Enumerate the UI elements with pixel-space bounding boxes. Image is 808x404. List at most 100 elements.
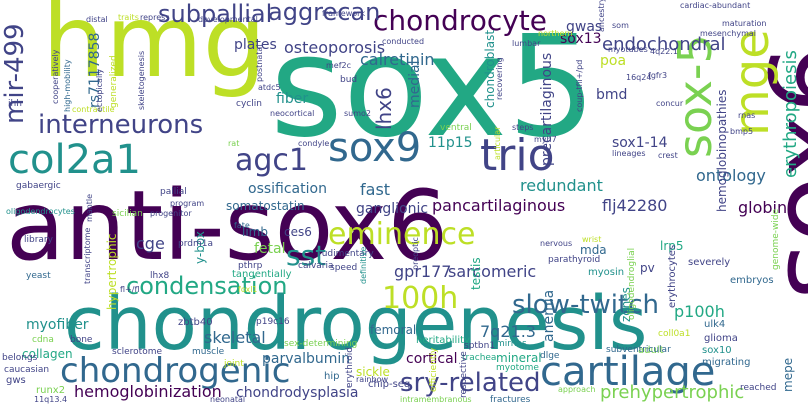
word-sumo2: sumo2 (344, 109, 372, 118)
word-sox10: sox10 (702, 345, 732, 356)
word-sox1-14: sox1-14 (612, 135, 668, 151)
word-hypertrophic: hypertrophic (105, 233, 119, 310)
word-zbtb40: zbtb40 (178, 317, 213, 328)
word-4q22.1: 4q22.1 (650, 47, 678, 56)
word-chondrocyte: chondrocyte (373, 4, 547, 37)
word-medial: medial (407, 60, 423, 109)
word-hemoglobinization: hemoglobinization (74, 382, 222, 401)
word-chondrogenic: chondrogenic (60, 351, 291, 391)
word-lumbar: lumbar (512, 39, 541, 48)
word-steps: steps (512, 123, 534, 132)
word-contractile: contractile (72, 105, 115, 114)
word-oligodendrocytes: oligodendrocytes (6, 207, 75, 216)
word-myofiber: myofiber (26, 317, 89, 333)
word-caucasian: caucasian (4, 365, 50, 375)
word-articular: articular (493, 126, 502, 160)
word-sclerotome: sclerotome (112, 347, 163, 357)
word-anemia: anemia (541, 289, 557, 342)
word-heritability: heritability (416, 335, 470, 346)
word-precartilaginous: precartilaginous (539, 52, 555, 166)
word-distal: distal (86, 15, 108, 24)
word-fractures: fractures (490, 395, 531, 404)
word-gwas: gwas (566, 19, 603, 35)
word-bmd: bmd (596, 87, 628, 103)
word-joint: joint (224, 359, 244, 369)
word-severely: severely (688, 257, 731, 268)
word-cge: cge (136, 234, 165, 253)
word-erythropoiesis: erythropoiesis (780, 50, 801, 178)
word-lhx6: lhx6 (372, 87, 396, 130)
word-testis: testis (469, 257, 483, 290)
word-cyclin: cyclin (236, 99, 262, 109)
word-pancartilaginous: pancartilaginous (432, 196, 566, 215)
word-repress: repress (140, 13, 170, 22)
word-sox5: sox5 (270, 6, 597, 169)
word-bone: bone (70, 335, 93, 345)
word-ectopically: ectopically (95, 68, 104, 112)
word-genome-wide: genome-wide (771, 208, 781, 270)
word-embryos: embryos (730, 275, 774, 286)
word-concur: concur (656, 99, 684, 108)
word-mantle: mantle (85, 193, 94, 222)
word-plates: plates (234, 37, 277, 53)
word-lineages: lineages (612, 149, 646, 158)
word-gpr177: gpr177 (394, 262, 452, 281)
word-fast: fast (360, 180, 391, 199)
word-anti-sox6: anti-sox6 (6, 170, 449, 282)
word-speed: speed (330, 263, 358, 273)
word-bud: bud (340, 75, 358, 85)
word-ontology: ontology (696, 166, 766, 185)
word-myosin: myosin (588, 267, 625, 278)
word-prdm1a: prdm1a (178, 239, 213, 249)
word-mda: mda (580, 243, 607, 257)
word-cartilage: cartilage (540, 349, 716, 395)
word-slow-twitch: slow-twitch (512, 290, 659, 320)
word-ossification: ossification (248, 181, 327, 197)
word-p19c16: p19c16 (256, 317, 290, 327)
word-fetal: fetal (254, 241, 286, 257)
word-endochondral: endochondral (602, 34, 726, 55)
word-fl+/fl: fl+/fl (120, 285, 140, 294)
word-fate: fate (234, 221, 250, 230)
word-prehypertrophic: prehypertrophic (600, 382, 745, 403)
word-neocortical: neocortical (270, 109, 315, 118)
word-yeast: yeast (26, 271, 51, 281)
word-library: library (24, 235, 53, 245)
word-osteoporosis: osteoporosis (284, 38, 386, 57)
word-approach: approach (558, 385, 596, 394)
word-parvalbumin: parvalbumin (262, 351, 351, 367)
word-erythroid: erythroid (345, 346, 355, 388)
word-bmp5: bmp5 (730, 127, 754, 136)
word-mesenchymal: mesenchymal (700, 29, 756, 38)
word-mef2c: mef2c (326, 61, 352, 70)
word-maturation: maturation (722, 19, 767, 28)
word-efficiently: efficiently (429, 347, 439, 392)
word-crest: crest (658, 151, 678, 160)
word-sickle: sickle (356, 365, 390, 379)
word-sex-determining: sex-determining (284, 339, 358, 349)
word-sicilian: sicilian (112, 209, 143, 219)
word-lrp5: lrp5 (660, 239, 684, 253)
word-cdna: cdna (32, 335, 54, 345)
word-hemoglobinopathies: hemoglobinopathies (715, 89, 729, 212)
word-hip: hip (324, 371, 340, 382)
word-trio: trio (480, 130, 555, 181)
word-definitive: definitive (359, 246, 368, 284)
word-sst: sst (286, 239, 327, 272)
word-poa: poa (600, 53, 627, 69)
word-intramembranous: intramembranous (400, 395, 472, 404)
word-gws: gws (6, 375, 26, 386)
word-coll0a1: coll0a1 (658, 329, 691, 339)
word-11p15: 11p15 (428, 135, 473, 151)
word-gabaergic: gabaergic (16, 181, 61, 191)
word-dlge: dlge (540, 351, 560, 361)
word-chondrodysplasia: chondrodysplasia (236, 385, 359, 401)
word-somatostatin: somatostatin (226, 199, 305, 213)
word-sry-related: sry-related (400, 368, 541, 398)
word-col2a1: col2a1 (8, 137, 141, 183)
word-traits: traits (118, 13, 139, 22)
word-glioma: glioma (704, 333, 738, 344)
word-redundant: redundant (520, 176, 603, 195)
word-rnas: rnas (738, 111, 756, 120)
word-p100h: p100h (674, 302, 725, 321)
